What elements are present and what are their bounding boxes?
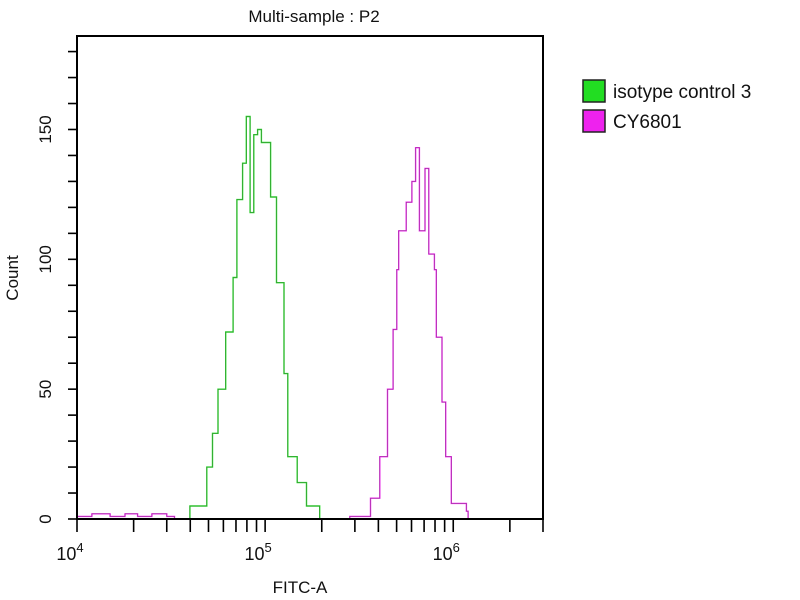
- legend-swatch: [582, 109, 606, 133]
- x-tick-base: 10: [433, 544, 453, 564]
- plot-frame: [76, 35, 544, 520]
- series-outline-1: [77, 147, 469, 520]
- y-tick-label: 0: [36, 514, 55, 523]
- x-tick-exponent: 5: [265, 540, 272, 555]
- y-tick-label: 100: [36, 245, 55, 273]
- x-tick-label: 105: [244, 540, 271, 564]
- x-tick-exponent: 6: [453, 540, 460, 555]
- x-tick-base: 10: [56, 544, 76, 564]
- legend-label: isotype control 3: [613, 82, 751, 103]
- series-outline-0: [180, 116, 320, 520]
- x-axis-label: FITC-A: [273, 578, 328, 597]
- x-tick-exponent: 4: [76, 540, 83, 555]
- legend-label: CY6801: [613, 112, 682, 133]
- chart-title: Multi-sample : P2: [248, 7, 379, 26]
- series-line-1: [77, 147, 469, 520]
- x-tick-label: 106: [433, 540, 460, 564]
- x-tick-label: 104: [56, 540, 83, 564]
- legend-swatch: [582, 79, 606, 103]
- legend: isotype control 3 CY6801: [582, 79, 751, 133]
- x-tick-base: 10: [244, 544, 264, 564]
- y-tick-label: 150: [36, 115, 55, 143]
- y-axis-label: Count: [3, 255, 22, 301]
- y-tick-label: 50: [36, 380, 55, 399]
